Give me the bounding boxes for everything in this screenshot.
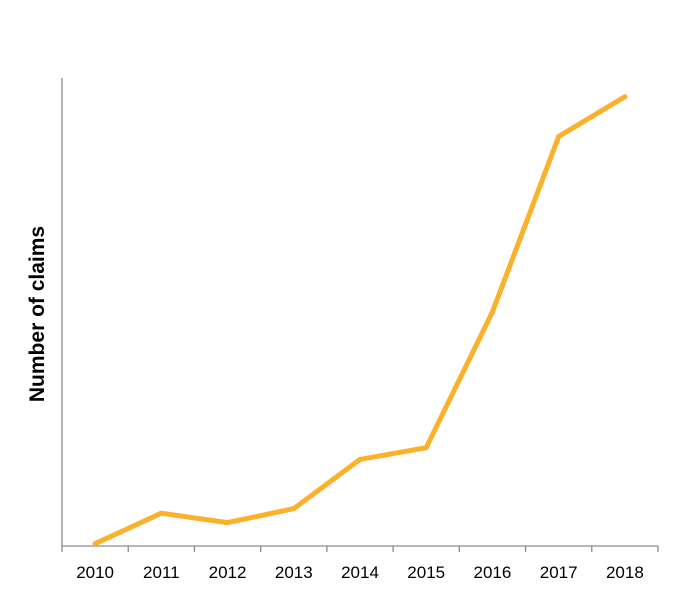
x-tick-label: 2015 (407, 563, 445, 582)
x-tick-label: 2018 (606, 563, 644, 582)
data-point (357, 456, 363, 462)
y-axis-label: Number of claims (26, 226, 49, 402)
data-point (92, 541, 98, 547)
x-tick-marks (61, 546, 659, 552)
series-layer (92, 94, 628, 547)
data-point (158, 510, 164, 516)
axes (61, 78, 659, 552)
data-point (291, 506, 297, 512)
x-tick-label: 2016 (474, 563, 512, 582)
x-tick-labels: 2010 2011 2012 2013 2014 2015 2016 2017 2018 (76, 563, 644, 582)
data-point (225, 520, 231, 526)
data-point (489, 309, 495, 315)
data-point (423, 445, 429, 451)
series-line (92, 94, 628, 547)
x-tick-label: 2017 (540, 563, 578, 582)
x-tick-label: 2011 (143, 563, 180, 582)
x-tick-label: 2010 (76, 563, 114, 582)
data-point (622, 94, 628, 100)
x-tick-label: 2012 (209, 563, 247, 582)
data-point (556, 134, 562, 139)
x-tick-label: 2013 (275, 563, 313, 582)
x-tick-label: 2014 (341, 563, 379, 582)
